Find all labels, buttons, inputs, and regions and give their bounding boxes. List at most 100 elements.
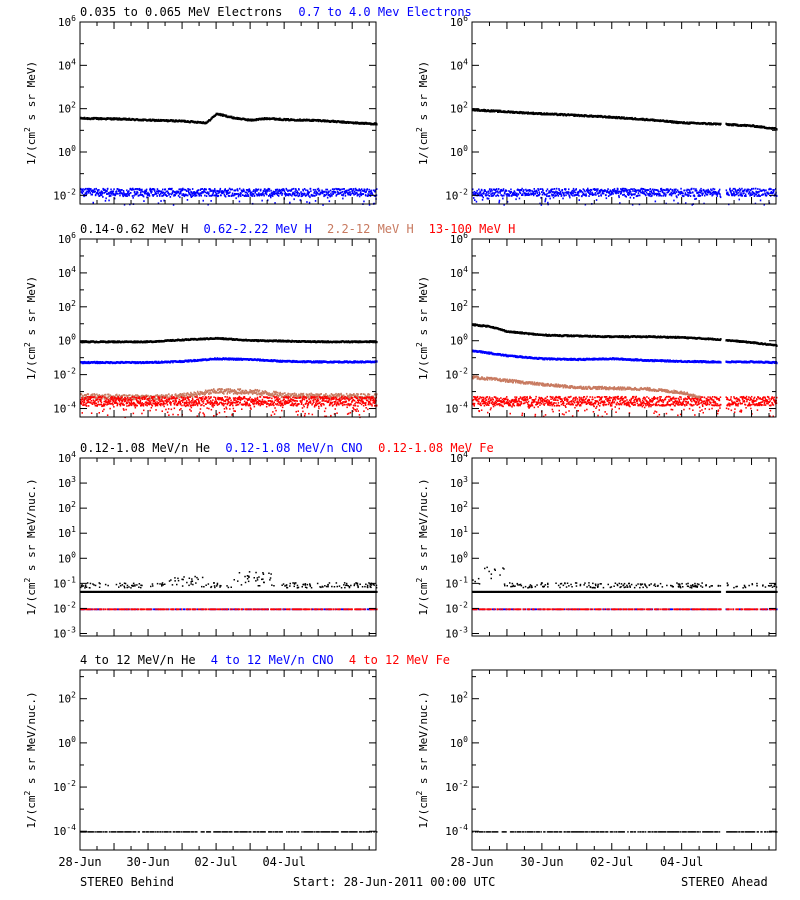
data-point — [559, 191, 562, 194]
data-point — [92, 399, 95, 401]
data-point — [232, 392, 235, 395]
data-point — [83, 398, 85, 401]
data-point — [326, 188, 329, 191]
data-point — [140, 404, 143, 407]
data-point — [138, 187, 141, 190]
data-point — [741, 194, 743, 197]
data-point — [96, 398, 98, 401]
data-point — [772, 189, 774, 191]
data-point — [767, 193, 770, 195]
data-point — [347, 395, 349, 398]
data-point — [298, 393, 300, 396]
data-point — [675, 120, 678, 123]
data-point — [631, 203, 634, 206]
data-point — [235, 390, 237, 392]
data-point — [692, 191, 694, 194]
data-point — [150, 395, 152, 397]
data-point — [744, 188, 746, 191]
data-point — [319, 393, 321, 396]
data-point — [364, 191, 366, 194]
data-point — [306, 394, 308, 396]
data-point — [102, 404, 105, 406]
data-point — [180, 192, 182, 195]
data-point — [227, 192, 229, 195]
data-point — [353, 188, 355, 190]
data-point — [148, 403, 151, 406]
data-point — [629, 196, 632, 199]
data-point — [484, 190, 486, 192]
data-point — [146, 193, 148, 195]
data-point — [276, 192, 278, 194]
data-point — [569, 196, 571, 199]
data-point — [333, 191, 335, 194]
data-point — [96, 393, 98, 396]
data-point — [156, 398, 158, 401]
data-point — [318, 189, 321, 192]
data-point — [677, 194, 680, 196]
data-point — [264, 190, 267, 192]
data-point — [92, 201, 94, 204]
data-point — [144, 189, 146, 192]
data-point — [615, 190, 617, 193]
data-point — [233, 194, 235, 197]
data-point — [649, 193, 652, 196]
data-point — [547, 195, 550, 198]
data-point — [277, 190, 279, 193]
data-point — [739, 194, 741, 196]
data-point — [154, 401, 157, 404]
data-point — [479, 191, 482, 194]
data-point — [125, 397, 127, 400]
data-point — [331, 188, 334, 191]
data-point — [680, 187, 682, 190]
data-point — [557, 194, 560, 197]
data-point — [88, 188, 91, 190]
data-point — [502, 197, 504, 200]
data-point — [121, 394, 124, 397]
data-point — [168, 194, 170, 196]
data-point — [635, 189, 637, 192]
data-point — [146, 196, 148, 199]
data-point — [327, 396, 330, 398]
data-point — [713, 192, 715, 195]
data-point — [735, 190, 737, 192]
data-point — [126, 402, 129, 404]
data-point — [553, 192, 555, 195]
data-point — [228, 390, 231, 393]
data-point — [113, 396, 116, 399]
data-point — [745, 195, 747, 197]
data-point — [295, 188, 297, 190]
data-point — [150, 403, 152, 405]
data-point — [332, 193, 334, 195]
data-point — [359, 393, 362, 396]
data-point — [662, 188, 665, 191]
data-point — [638, 190, 640, 193]
data-point — [215, 113, 217, 116]
data-point — [292, 192, 295, 195]
data-point — [103, 397, 106, 400]
data-point — [128, 397, 131, 399]
data-point — [280, 191, 282, 194]
data-point — [261, 390, 264, 393]
data-point — [252, 190, 254, 193]
data-point — [256, 393, 258, 396]
data-point — [348, 396, 351, 399]
data-point — [710, 188, 712, 191]
data-point — [282, 392, 284, 395]
data-point — [310, 190, 312, 193]
data-point — [82, 395, 84, 397]
data-point — [645, 191, 648, 194]
data-point — [762, 193, 764, 196]
data-point — [668, 189, 670, 192]
data-point — [163, 199, 165, 202]
data-point — [695, 197, 697, 200]
data-point — [147, 398, 149, 400]
data-point — [89, 192, 91, 194]
data-point — [643, 191, 645, 194]
data-point — [261, 199, 263, 202]
data-point — [155, 192, 157, 194]
data-point — [638, 189, 640, 192]
data-point — [183, 396, 186, 398]
data-point — [85, 394, 87, 396]
data-point — [128, 190, 130, 192]
